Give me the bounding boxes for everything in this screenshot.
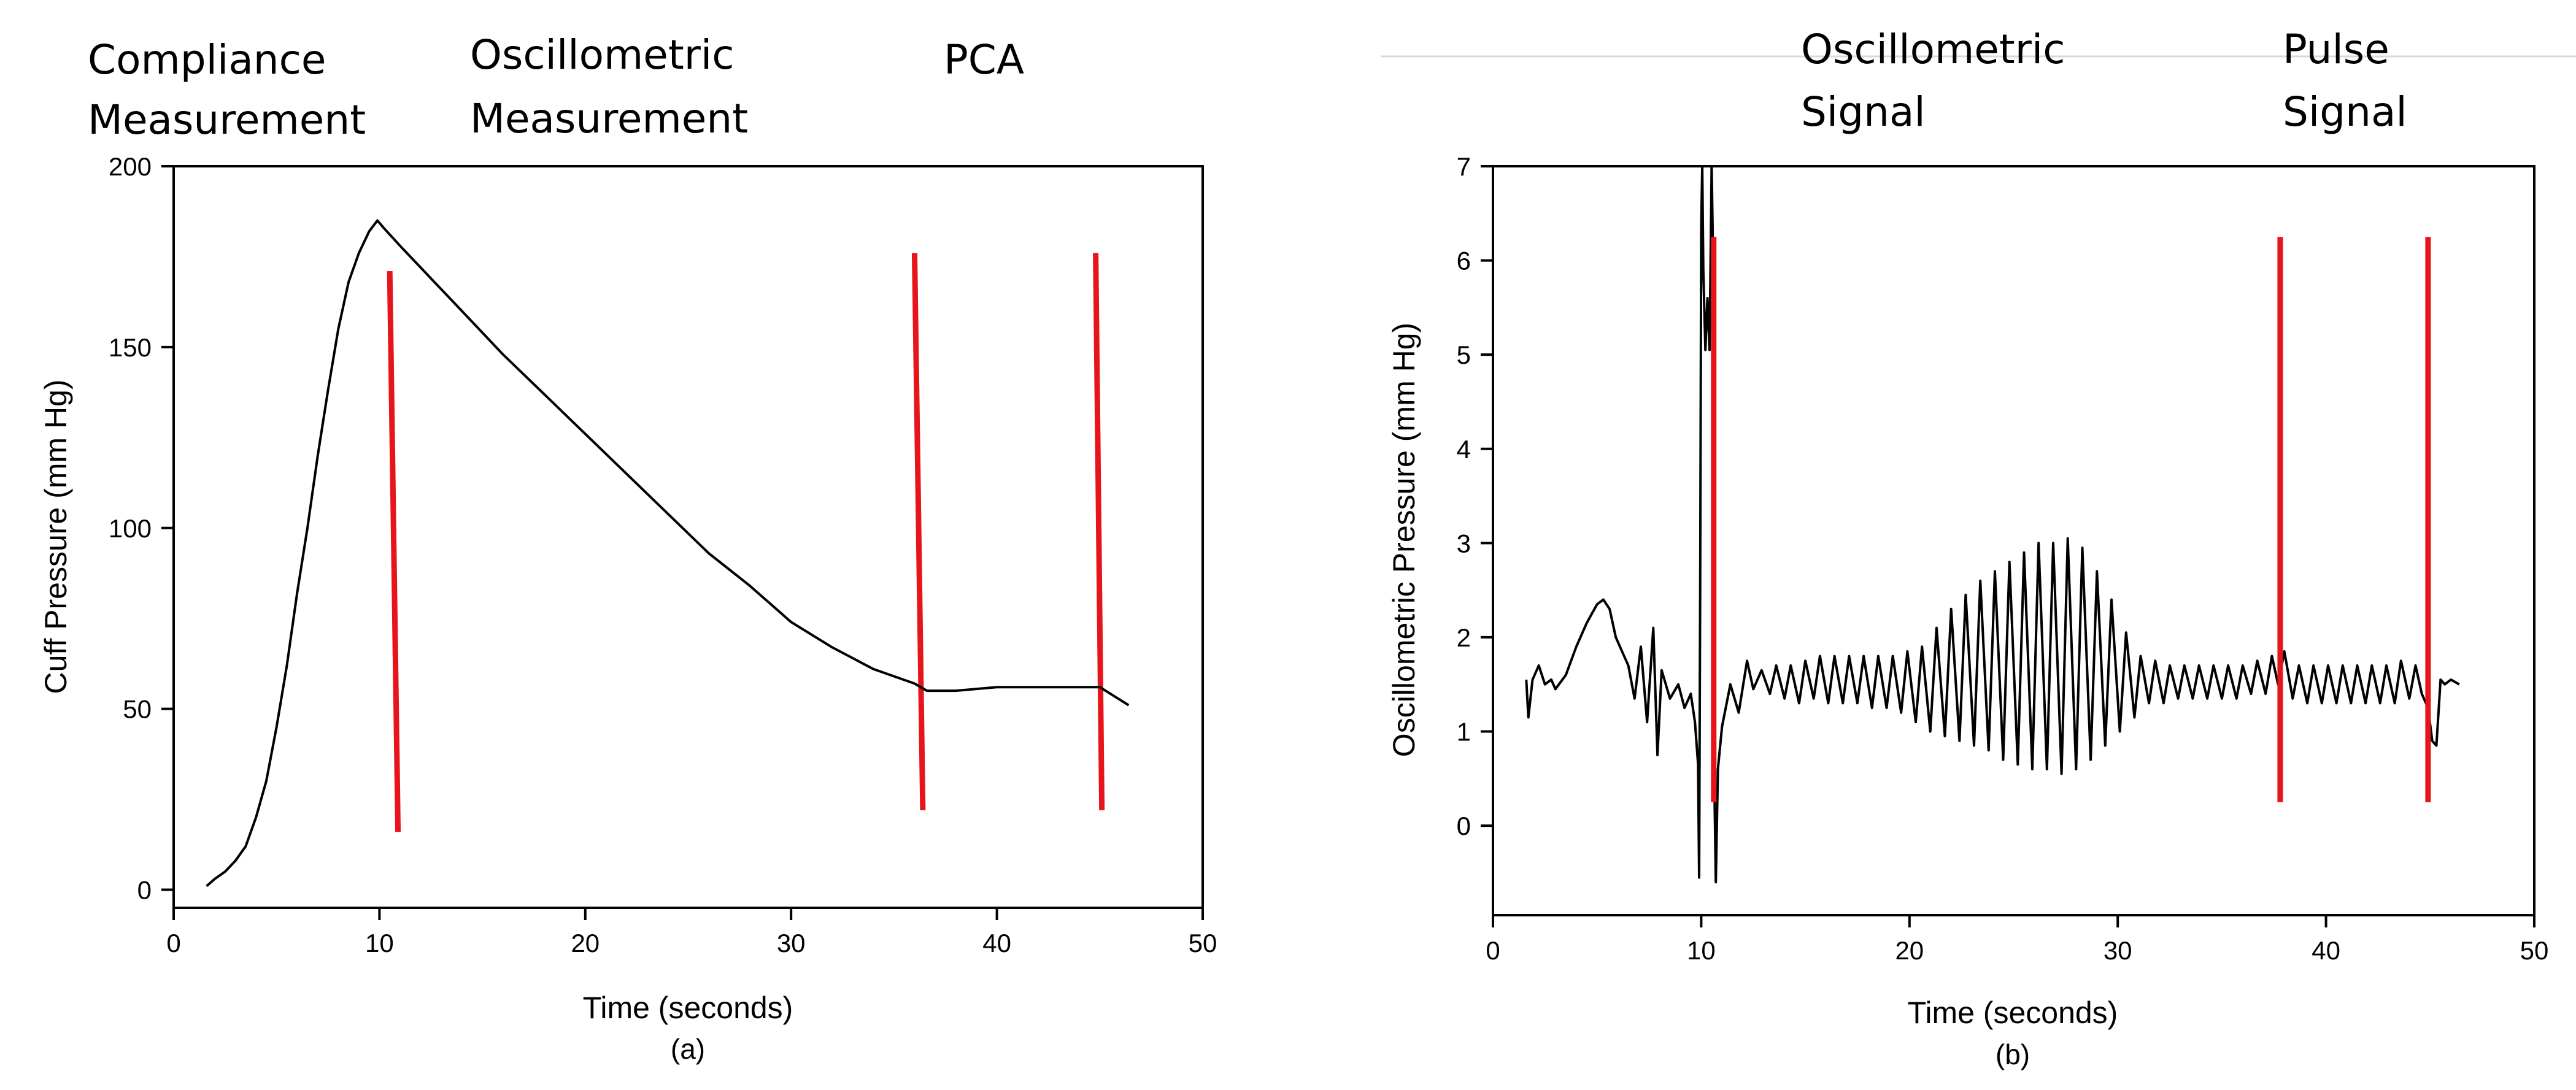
panel-label-a: (a) [671,1033,705,1065]
series-line-b-0 [1525,165,2460,884]
phase-markers-b [1711,237,2431,802]
y-tick-label-b-0: 0 [1457,812,1471,840]
x-tick-label-b-0: 0 [1486,936,1500,965]
phase-label-b-1-line-0: Pulse [2283,26,2389,73]
y-tick-label-b-1: 1 [1457,718,1471,746]
y-tick-label-b-2: 2 [1457,623,1471,652]
chart-a: Compliance Measurement Oscillometric Mea… [39,31,1217,1065]
x-tick-label-b-5: 50 [2520,936,2549,965]
y-tick-label-b-3: 3 [1457,529,1471,558]
series-a [206,219,1130,888]
axis-ticks-b: 0 10 20 30 40 50 0 1 2 3 4 5 6 7 [1457,152,2549,965]
phase-marker-a-2 [1093,253,1105,810]
axis-ticks-a: 0 10 20 30 40 50 0 50 100 150 200 [109,152,1217,958]
x-tick-label-b-2: 20 [1895,936,1924,965]
plot-frame-b [1492,165,2536,916]
chart-b: Oscillometric Signal Pulse Signal 0 10 20 3… [1381,26,2576,1070]
y-tick-label-b-4: 4 [1457,435,1471,464]
x-axis-label-a: Time (seconds) [583,991,793,1025]
phase-marker-a-1 [911,253,926,810]
phase-label-b-0-line-1: Signal [1801,88,1926,136]
x-tick-label-b-4: 40 [2312,936,2340,965]
x-tick-label-a-3: 30 [777,929,806,958]
x-tick-label-b-1: 10 [1687,936,1716,965]
x-tick-label-b-3: 30 [2104,936,2132,965]
x-tick-label-a-1: 10 [365,929,394,958]
y-tick-label-a-1: 50 [123,695,152,724]
series-b [1525,165,2460,884]
phase-marker-a-0 [387,271,401,832]
x-tick-label-a-5: 50 [1189,929,1217,958]
y-tick-label-a-2: 100 [109,514,152,543]
y-axis-label-b: Oscillometric Pressure (mm Hg) [1387,323,1421,757]
y-tick-label-a-4: 200 [109,152,152,181]
phase-label-a-0-line-0: Compliance [88,36,326,83]
phase-label-b-0-line-0: Oscillometric [1801,26,2065,73]
phase-label-a-1-line-0: Oscillometric [470,31,735,79]
y-axis-label-a: Cuff Pressure (mm Hg) [39,379,73,694]
y-tick-label-a-0: 0 [137,876,152,905]
phase-markers-a [387,253,1105,832]
x-tick-label-a-4: 40 [982,929,1011,958]
phase-label-a-0-line-1: Measurement [88,96,366,144]
phase-label-b-1-line-1: Signal [2283,88,2407,136]
y-tick-label-a-3: 150 [109,333,152,362]
phase-label-a-1-line-1: Measurement [470,95,748,142]
plot-frame-a [172,165,1204,909]
x-tick-label-a-0: 0 [166,929,180,958]
x-tick-label-a-2: 20 [571,929,600,958]
y-tick-label-b-5: 5 [1457,340,1471,369]
phase-label-a-2-line-0: PCA [944,36,1024,83]
y-tick-label-b-7: 7 [1457,152,1471,181]
panel-label-b: (b) [1996,1038,2030,1070]
x-axis-label-b: Time (seconds) [1908,996,2118,1030]
y-tick-label-b-6: 6 [1457,247,1471,275]
series-line-a-0 [206,219,1130,888]
